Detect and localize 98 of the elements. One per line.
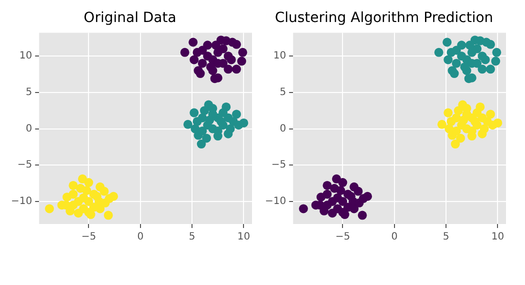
- point: [354, 186, 363, 196]
- point: [437, 120, 446, 129]
- point: [446, 116, 456, 126]
- point: [486, 110, 495, 119]
- x-tick-label: 0: [391, 232, 398, 243]
- point: [232, 64, 241, 74]
- point: [200, 106, 209, 116]
- point: [460, 62, 470, 72]
- y-tick-label: −10: [10, 196, 32, 208]
- point: [444, 108, 453, 118]
- y-tick-label: −10: [264, 196, 286, 208]
- point: [100, 186, 109, 196]
- point: [68, 180, 78, 190]
- point: [452, 58, 461, 68]
- point: [238, 48, 248, 57]
- point: [491, 56, 500, 66]
- point: [224, 64, 233, 74]
- point: [198, 46, 207, 55]
- point: [92, 192, 102, 201]
- x-tick-label: 5: [188, 232, 196, 243]
- point: [218, 108, 228, 118]
- y-tick-label: 5: [280, 87, 286, 98]
- y-tick-label: 0: [280, 123, 286, 134]
- point: [190, 55, 199, 64]
- point: [480, 55, 490, 64]
- y-tick-label: −5: [17, 160, 32, 171]
- point: [472, 108, 482, 118]
- point: [104, 194, 114, 204]
- point: [470, 116, 480, 126]
- point: [216, 116, 226, 126]
- point: [478, 64, 487, 74]
- point: [202, 134, 212, 143]
- point: [480, 124, 489, 134]
- point: [211, 40, 220, 50]
- x-tick-label: 10: [491, 232, 504, 243]
- point: [104, 210, 113, 220]
- point: [456, 134, 466, 143]
- point: [450, 140, 460, 149]
- point: [76, 184, 85, 193]
- point: [188, 38, 198, 47]
- point: [180, 48, 190, 57]
- point: [84, 178, 94, 188]
- point: [486, 64, 495, 74]
- point: [226, 55, 236, 64]
- x-tick-label: −5: [335, 232, 350, 243]
- point: [192, 116, 202, 126]
- point: [183, 120, 192, 129]
- point: [298, 204, 308, 214]
- point: [237, 56, 246, 66]
- point: [482, 116, 492, 126]
- x-tick-label: 5: [442, 232, 450, 243]
- point: [338, 196, 348, 206]
- point: [190, 108, 199, 118]
- point: [346, 192, 356, 201]
- point: [205, 116, 214, 125]
- point: [472, 44, 482, 54]
- point: [450, 69, 459, 78]
- point: [84, 196, 94, 206]
- point: [226, 124, 235, 134]
- point: [206, 62, 216, 72]
- point: [232, 40, 241, 49]
- point: [442, 38, 452, 47]
- point: [486, 40, 495, 49]
- y-tick-label: −5: [271, 160, 286, 171]
- point: [218, 44, 228, 54]
- point: [228, 116, 238, 126]
- x-tick-label: −5: [81, 232, 96, 243]
- y-tick-label: 10: [273, 50, 286, 62]
- point: [358, 210, 367, 220]
- point: [452, 46, 461, 55]
- point: [68, 190, 78, 199]
- point: [196, 69, 205, 78]
- point: [322, 180, 332, 190]
- chart-title: Clustering Algorithm Prediction: [274, 10, 494, 26]
- point: [44, 204, 54, 214]
- point: [454, 106, 463, 116]
- x-tick-label: 0: [137, 232, 144, 243]
- point: [434, 48, 444, 57]
- point: [333, 204, 342, 214]
- point: [232, 110, 241, 119]
- y-tick-label: 5: [26, 87, 32, 98]
- point: [444, 124, 454, 134]
- y-tick-label: 10: [19, 50, 32, 62]
- point: [190, 124, 200, 134]
- point: [444, 55, 453, 64]
- y-tick-label: 0: [26, 123, 32, 134]
- point: [459, 116, 468, 125]
- point: [322, 190, 332, 199]
- chart-title: Original Data: [84, 10, 176, 26]
- point: [79, 204, 88, 214]
- x-tick-label: 10: [237, 232, 250, 243]
- point: [492, 48, 502, 57]
- point: [196, 140, 206, 149]
- point: [338, 178, 348, 188]
- point: [465, 40, 474, 50]
- point: [358, 194, 368, 204]
- point: [198, 58, 207, 68]
- point: [330, 184, 339, 193]
